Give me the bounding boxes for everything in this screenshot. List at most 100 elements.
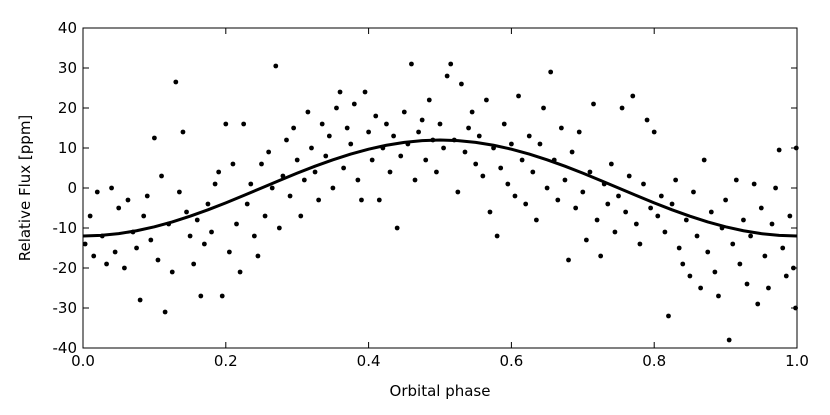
data-point [284, 137, 289, 143]
data-point [662, 229, 668, 235]
data-point [766, 285, 771, 291]
data-point [487, 209, 493, 215]
data-point [276, 225, 282, 231]
data-point [530, 169, 536, 175]
y-tick-label: -40 [53, 339, 78, 357]
data-point [337, 89, 343, 95]
y-tick-label: -10 [53, 219, 78, 237]
data-point [184, 209, 189, 215]
data-point [398, 153, 404, 159]
data-point [373, 113, 379, 119]
data-point [676, 245, 682, 251]
y-tick-label: -20 [53, 259, 78, 277]
data-point [648, 205, 654, 211]
data-point [683, 217, 689, 223]
data-point [694, 233, 700, 239]
data-point [716, 293, 721, 299]
data-point [212, 181, 218, 187]
y-tick-label: -30 [53, 299, 78, 317]
data-point [409, 61, 414, 67]
x-tick-label: 0.4 [357, 352, 381, 370]
data-point [494, 233, 500, 239]
data-point [469, 109, 475, 115]
data-point [198, 293, 204, 299]
data-point [434, 169, 439, 175]
data-point [441, 145, 446, 151]
data-point [462, 149, 468, 155]
data-point [104, 261, 109, 267]
data-point [594, 217, 600, 223]
data-point [730, 241, 736, 247]
data-point [512, 193, 518, 199]
data-point [305, 109, 311, 115]
data-point [191, 261, 197, 267]
data-point [416, 129, 421, 135]
data-point [748, 233, 753, 239]
data-point [94, 189, 100, 195]
data-point [82, 241, 88, 247]
data-point [162, 309, 168, 315]
data-point [783, 273, 789, 279]
data-point [680, 261, 686, 267]
data-point [580, 189, 586, 195]
data-point [334, 105, 339, 111]
data-point [437, 121, 443, 127]
data-point [519, 157, 525, 163]
data-point [633, 221, 639, 227]
data-point [391, 133, 396, 139]
data-point [348, 141, 354, 147]
data-point [341, 165, 347, 171]
data-point [591, 101, 596, 107]
data-point [655, 213, 661, 219]
data-point [723, 197, 728, 203]
data-point [708, 209, 714, 215]
data-point [698, 285, 704, 291]
data-point [562, 177, 568, 183]
data-point [566, 257, 571, 263]
data-point [769, 221, 775, 227]
data-point [537, 141, 543, 147]
data-point [666, 313, 671, 319]
data-point [576, 129, 582, 135]
data-point [651, 129, 657, 135]
y-tick-label: 30 [58, 59, 77, 77]
data-point [155, 257, 161, 263]
data-point [109, 185, 114, 191]
data-point [234, 221, 239, 227]
data-point [134, 245, 139, 251]
x-tick-label: 0.2 [214, 352, 238, 370]
data-point [355, 177, 361, 183]
y-tick-label: 20 [58, 99, 77, 117]
data-point [444, 73, 450, 79]
data-point [194, 217, 200, 223]
data-point [776, 147, 782, 153]
data-point [744, 281, 750, 287]
data-point [209, 229, 214, 235]
data-point [298, 213, 304, 219]
y-tick-label: 40 [58, 19, 77, 37]
data-point [787, 213, 793, 219]
data-point [152, 135, 157, 141]
data-point [87, 213, 93, 219]
data-point [287, 193, 293, 199]
data-point [122, 265, 127, 271]
data-point [793, 145, 799, 151]
data-point [598, 253, 604, 259]
data-point [501, 121, 507, 127]
x-tick-label: 0.6 [499, 352, 523, 370]
data-point [226, 249, 232, 255]
data-point [244, 201, 250, 207]
data-point [644, 117, 650, 123]
data-point [251, 233, 257, 239]
y-tick-label: 10 [58, 139, 77, 157]
data-point [616, 193, 621, 199]
data-point [583, 237, 589, 243]
data-point [366, 129, 371, 135]
data-point [376, 197, 382, 203]
data-point [523, 201, 529, 207]
data-point [248, 181, 254, 187]
data-point [426, 97, 432, 103]
data-point [351, 101, 357, 107]
data-point [312, 169, 318, 175]
data-point [755, 301, 761, 307]
